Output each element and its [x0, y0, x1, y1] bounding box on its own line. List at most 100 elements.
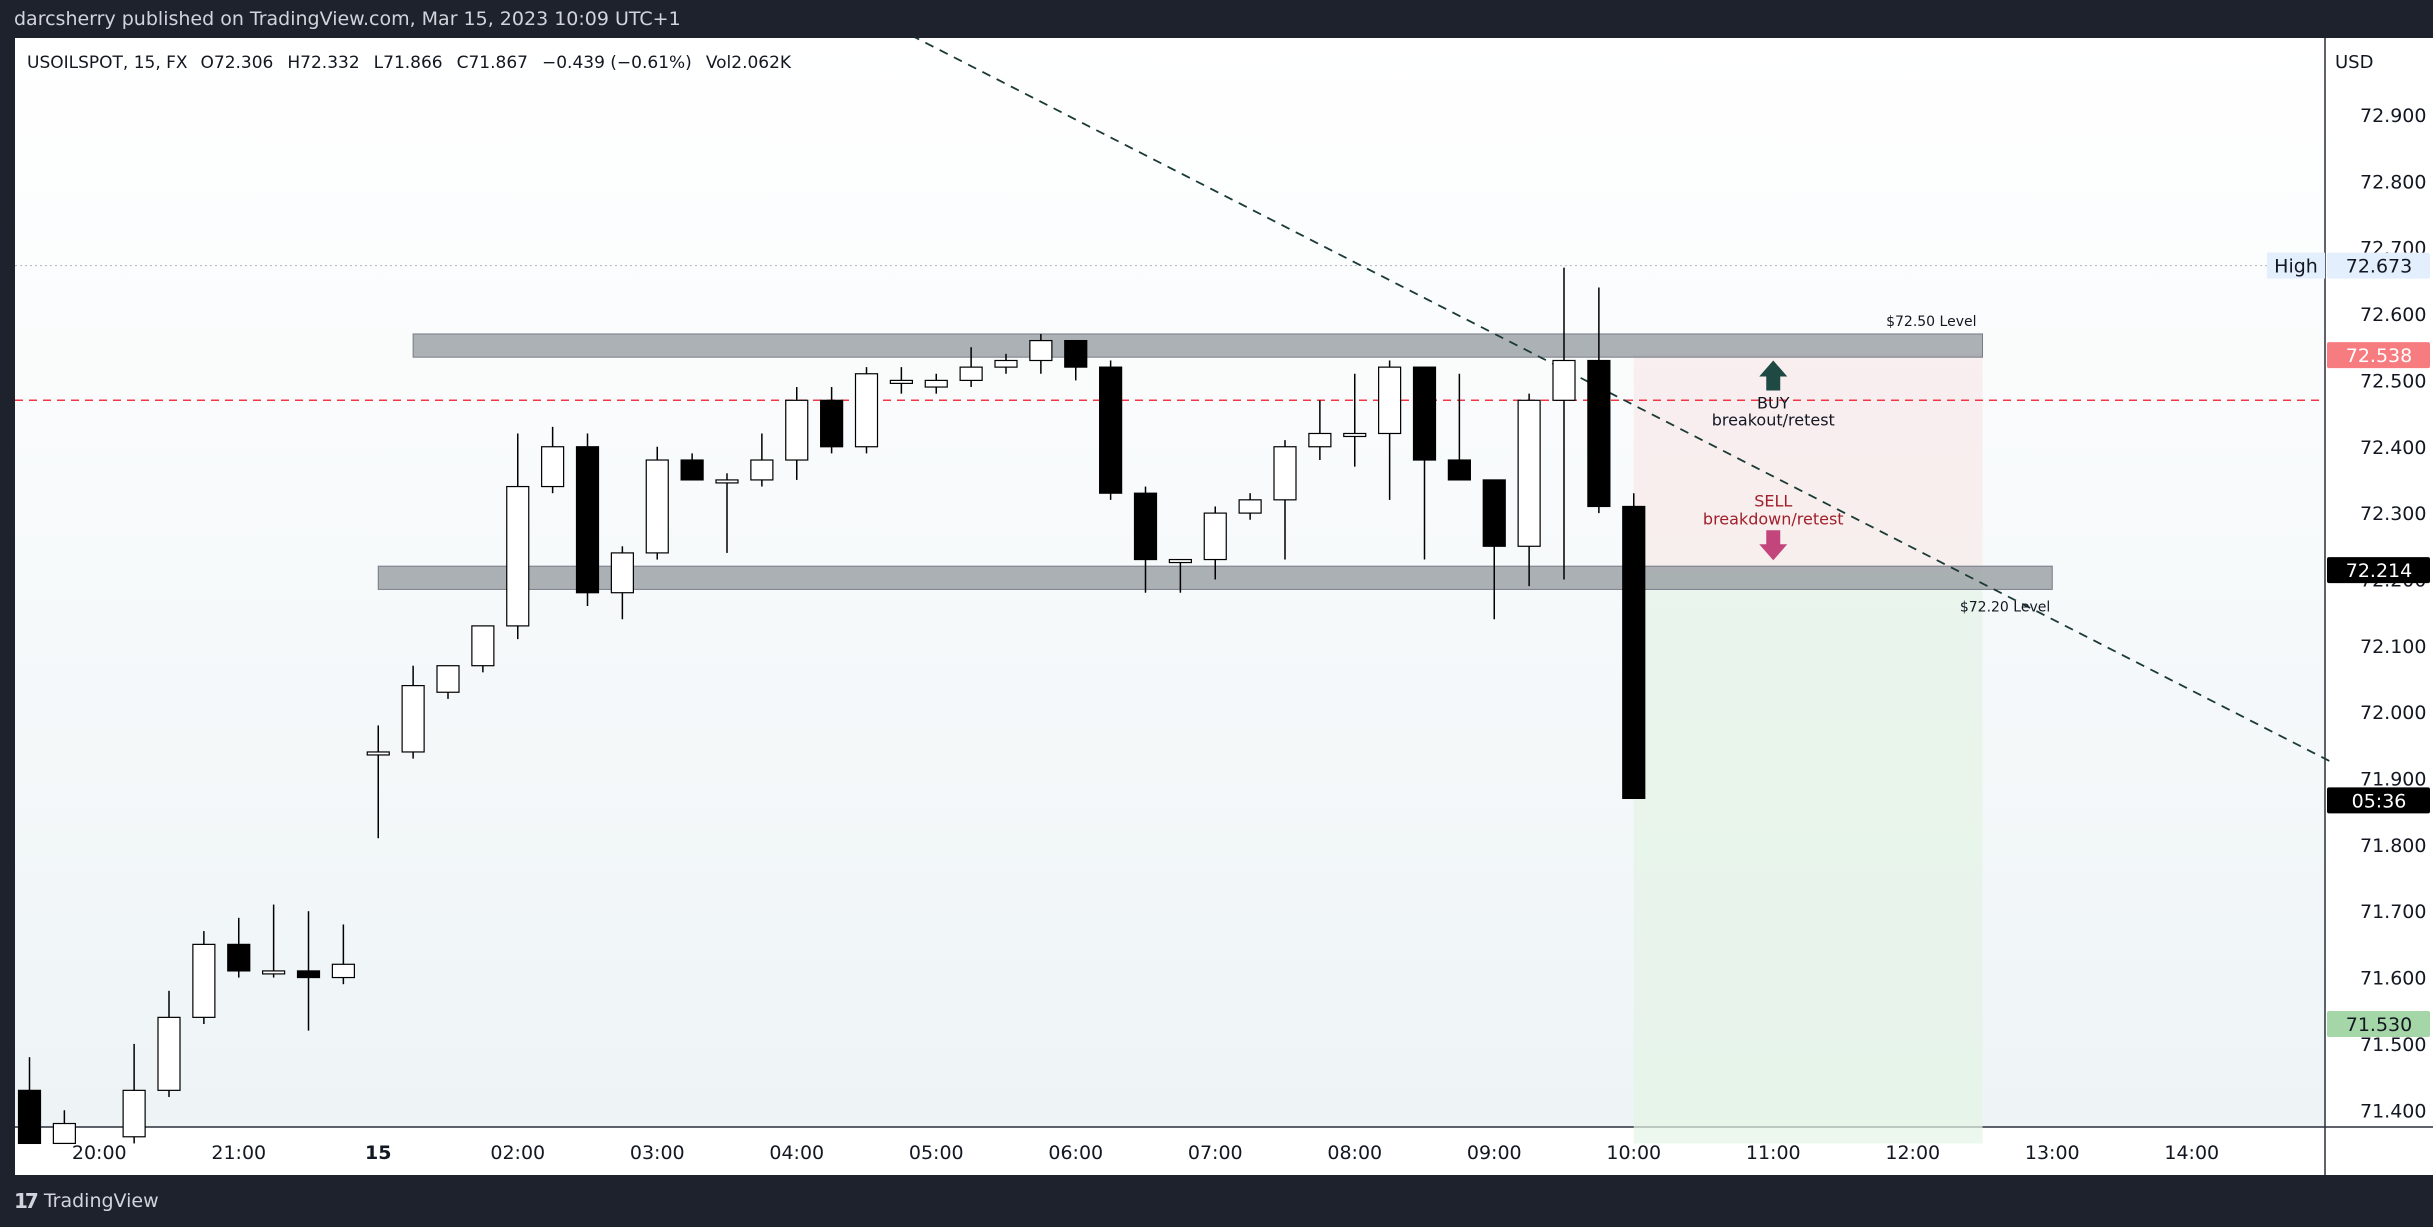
resistance-label: $72.50 Level	[1886, 314, 1976, 330]
ohlc-field: O72.306	[201, 53, 274, 73]
price-tick-label: 71.900	[2360, 769, 2426, 791]
candle	[52, 1110, 76, 1145]
tradingview-logo-icon: 17	[14, 1189, 39, 1213]
symbol-ohlc-line: USOILSPOT, 15, FX O72.306 H72.332 L71.866 C7…	[27, 53, 792, 73]
candle-body	[262, 970, 286, 975]
candle	[1482, 479, 1506, 620]
brand[interactable]: 17 TradingView	[14, 1189, 159, 1213]
candle-body	[750, 459, 774, 481]
candle-body	[1168, 558, 1192, 564]
sell-arrow-icon	[1759, 530, 1788, 561]
chart-frame[interactable]: $72.50 Level $72.20 Level BUY breakout/rete…	[15, 38, 2433, 1175]
price-tick-label: 72.300	[2360, 503, 2426, 525]
high-tag: High	[2274, 256, 2318, 278]
price-tick-label: 72.500	[2360, 370, 2426, 392]
price-tick-label: 72.400	[2360, 437, 2426, 459]
candle	[820, 387, 844, 454]
buy-subtitle: breakout/retest	[1712, 410, 1835, 429]
candle	[750, 433, 774, 487]
time-tick-label: 09:00	[1467, 1142, 1522, 1164]
ohlc-field: H72.332	[287, 53, 359, 73]
candle	[959, 347, 983, 388]
sell-subtitle: breakdown/retest	[1703, 509, 1844, 528]
price-axis-background[interactable]	[2325, 38, 2433, 1175]
candle	[1378, 360, 1402, 500]
price-tick-label: 72.000	[2360, 702, 2426, 724]
candle	[331, 924, 355, 985]
candle-body	[1064, 339, 1088, 368]
candle	[1447, 373, 1471, 481]
price-tick-label: 71.800	[2360, 835, 2426, 857]
candle	[1099, 360, 1123, 500]
candle-body	[52, 1122, 76, 1145]
price-tick-label: 71.400	[2360, 1100, 2426, 1122]
high-tag-bg	[2267, 252, 2325, 279]
time-axis: 20:00 21:00 15 02:00 03:00 04:00 05:00 06:00 07:…	[72, 1142, 2219, 1164]
candle-body	[1587, 359, 1611, 508]
current-price-tag: 72.214	[2346, 560, 2412, 582]
currency-label: USD	[2335, 52, 2373, 73]
trend-line	[914, 38, 2332, 763]
candle	[436, 665, 460, 699]
high-value-tag-bg	[2327, 252, 2430, 279]
price-tick-label: 72.100	[2360, 636, 2426, 658]
candle	[785, 387, 809, 480]
candle-body	[1622, 505, 1646, 800]
candle-body	[296, 970, 321, 979]
candle	[889, 367, 913, 394]
candle	[1168, 558, 1192, 593]
brand-name: TradingView	[43, 1190, 159, 1212]
ohlc-field: USOILSPOT, 15, FX	[27, 53, 188, 73]
stop-zone	[1633, 353, 1983, 573]
candle	[924, 373, 948, 394]
time-tick-label: 03:00	[630, 1142, 685, 1164]
price-tick-label: 72.800	[2360, 171, 2426, 193]
candle-body	[820, 399, 844, 448]
time-tick-label: 04:00	[769, 1142, 824, 1164]
time-tick-label: 07:00	[1188, 1142, 1243, 1164]
candle-body	[680, 459, 704, 481]
price-tick-label: 71.500	[2360, 1034, 2426, 1056]
candle	[1133, 486, 1158, 593]
candle-body	[1343, 432, 1367, 438]
candle-body	[575, 446, 600, 594]
candle-body	[715, 479, 739, 484]
candle-body	[959, 366, 983, 382]
candle	[1273, 440, 1297, 560]
candle	[1622, 493, 1646, 800]
trade-zones	[377, 333, 2053, 1144]
candle	[157, 990, 181, 1097]
notes: $72.50 Level $72.20 Level BUYbreakout/rete…	[1703, 314, 2050, 615]
candle-body	[17, 1089, 42, 1145]
candle	[680, 453, 704, 481]
sell-title: SELL	[1754, 491, 1792, 510]
price-tick-label: 71.700	[2360, 901, 2426, 923]
candle	[262, 904, 286, 978]
candle-body	[889, 379, 913, 384]
countdown-tag-bg	[2327, 787, 2430, 814]
buy-title: BUY	[1757, 393, 1790, 412]
time-tick-label: 05:00	[909, 1142, 964, 1164]
footer: 17 TradingView	[0, 1175, 2433, 1227]
candle-body	[1447, 459, 1471, 481]
price-tags: High 72.673 72.538 72.214 05:36 71.530	[2267, 252, 2430, 1037]
high-value-tag: 72.673	[2346, 256, 2412, 278]
time-tick-label: 15	[365, 1142, 391, 1164]
candle-body	[645, 459, 669, 554]
publish-info: darcsherry published on TradingView.com,…	[14, 8, 681, 30]
candle-body	[157, 1016, 181, 1091]
candle	[17, 1057, 42, 1145]
candle	[296, 911, 321, 1031]
candle	[506, 433, 530, 640]
support-label: $72.20 Level	[1960, 599, 2050, 615]
time-tick-label: 06:00	[1048, 1142, 1103, 1164]
time-tick-label: 13:00	[2025, 1142, 2080, 1164]
candle-body	[1273, 446, 1297, 501]
target-price-tag-bg	[2327, 1010, 2430, 1037]
time-tick-label: 20:00	[72, 1142, 127, 1164]
time-tick-label: 10:00	[1606, 1142, 1661, 1164]
candle-body	[1029, 339, 1053, 362]
candlestick-chart[interactable]: $72.50 Level $72.20 Level BUYbreakout/rete…	[15, 38, 2433, 1175]
stop-price-tag-bg	[2327, 342, 2430, 369]
candle-body	[541, 446, 565, 488]
